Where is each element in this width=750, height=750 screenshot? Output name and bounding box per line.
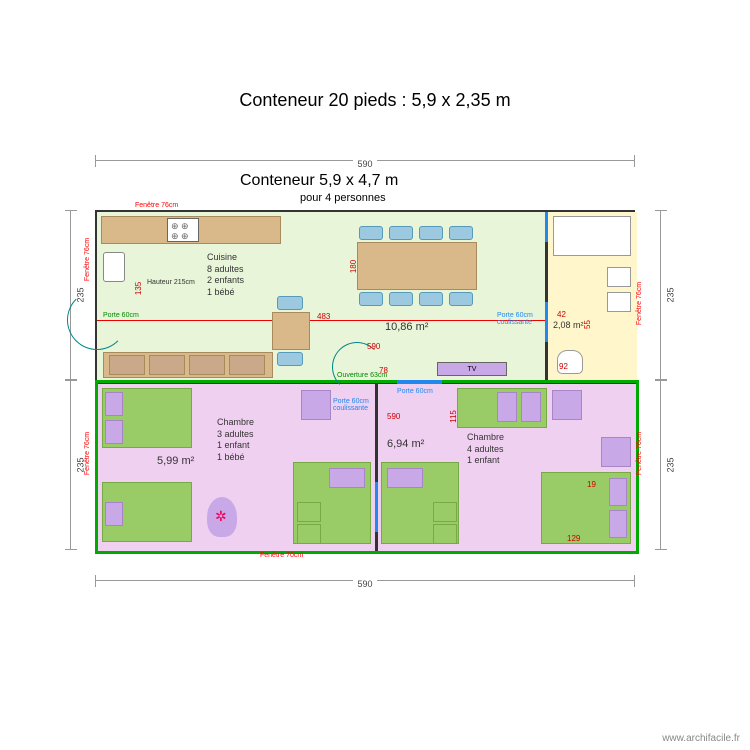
window-right-2: Fenêtre 76cm [636,432,643,475]
chair-d2 [389,226,413,240]
bed2-ns-right [601,437,631,467]
chair-small-2 [277,352,303,366]
window-left-2: Fenêtre 76cm [84,432,91,475]
dim-180: 180 [349,260,358,273]
chair-d3 [419,226,443,240]
door-blue-mid [397,380,442,384]
bed2st-p1 [497,392,517,422]
dim-135: 135 [134,282,143,295]
bath-sink-1 [607,267,631,287]
kitchen-hauteur: Hauteur 215cm [147,278,195,287]
bathtub [553,216,631,256]
window-top: Fenêtre 76cm [135,202,178,209]
bed2st-p2 [521,392,541,422]
door-arc-left [67,290,127,350]
bed2b-p2 [609,510,627,538]
dining-table [357,242,477,290]
dim-19: 19 [587,480,596,489]
b2-name: Chambre [467,432,504,442]
porte60-mid: Porte 60cm [397,388,433,395]
sofa-c2 [149,355,185,375]
chair-d1 [359,226,383,240]
chair-small-1 [277,296,303,310]
b1-name: Chambre [217,417,254,427]
kitchen-title: Cuisine 8 adultes 2 enfants 1 bébé [207,252,244,299]
bed1-bunk-pillow [329,468,365,488]
dim-top-590: 590 [95,160,635,174]
porte60-left: Porte 60cm [103,312,139,319]
dim-right-235-b: 235 [660,380,674,550]
chair-d4 [449,226,473,240]
rug-flower: ✲ [215,508,227,525]
chair-d5 [359,292,383,306]
dim-115: 115 [449,410,458,423]
bed1-pillow1 [105,392,123,416]
porte60-bed: Porte 60cm coulissante [333,398,369,412]
door-blue-bath [545,302,548,342]
window-bottom: Fenêtre 70cm [260,552,303,559]
bedroom1-block: Chambre 3 adultes 1 enfant 1 bébé [217,417,254,464]
floor-plan: TV ✲ Cuisine 8 adultes 2 enfants 1 bébé … [95,210,635,550]
sofa-c3 [189,355,225,375]
bed1-pillow2 [105,420,123,444]
bed1-ns1 [297,502,321,522]
dim-483: 483 [317,312,330,321]
bed2b-p1 [609,478,627,506]
chair-d7 [419,292,443,306]
stove [167,218,199,242]
bath-sink-2 [607,292,631,312]
bedroom2-area: 6,94 m² [387,437,424,451]
kitchen-area: 10,86 m² [385,320,428,334]
sofa-c1 [109,355,145,375]
dim-129: 129 [567,534,580,543]
bed2-ns1 [433,502,457,522]
bedroom2-block: Chambre 4 adultes 1 enfant [467,432,504,467]
kitchen-name: Cuisine [207,252,237,262]
bed2-ns2 [433,524,457,544]
dim-55: 55 [583,320,592,329]
dim-42: 42 [557,310,566,319]
door-blue-bathtop [545,212,548,242]
b2-cap: 4 adultes 1 enfant [467,444,504,466]
bed1-ns2 [297,524,321,544]
dim-bottom-590: 590 [95,580,635,594]
bed1s-pillow [105,502,123,526]
page-title: Conteneur 20 pieds : 5,9 x 2,35 m [0,90,750,111]
dim-92: 92 [559,362,568,371]
bed2-nightstand-top [552,390,582,420]
dim-left-235-b: 235 [70,380,84,550]
porte60-bath: Porte 60cm coulissante [497,312,533,326]
window-left-1: Fenêtre 76cm [84,238,91,281]
door-blue-bedsplit [375,482,378,532]
bed1-nightstand-1 [301,390,331,420]
dim-label: 235 [666,453,676,476]
b1-cap: 3 adultes 1 enfant 1 bébé [217,429,254,462]
chair-d8 [449,292,473,306]
bedroom1-area: 5,99 m² [157,454,194,468]
dim-right-235-a: 235 [660,210,674,380]
small-table [272,312,310,350]
ouverture63: Ouverture 63cm [337,372,387,379]
dim-label: 235 [666,283,676,306]
kitchen-cap: 8 adultes 2 enfants 1 bébé [207,264,244,297]
kitchen-sink [103,252,125,282]
tv: TV [437,362,507,376]
dim-590b: 590 [387,412,400,421]
footer-credit: www.archifacile.fr [662,733,740,744]
subtitle-2: pour 4 personnes [300,192,386,204]
sofa-c4 [229,355,265,375]
bed2-bunk-pillow [387,468,423,488]
window-right-1: Fenêtre 76cm [636,282,643,325]
chair-d6 [389,292,413,306]
dim-label: 590 [353,579,376,589]
dim-590a: 590 [367,342,380,351]
bathroom-area: 2,08 m² [553,320,584,332]
dim-label: 590 [353,159,376,169]
